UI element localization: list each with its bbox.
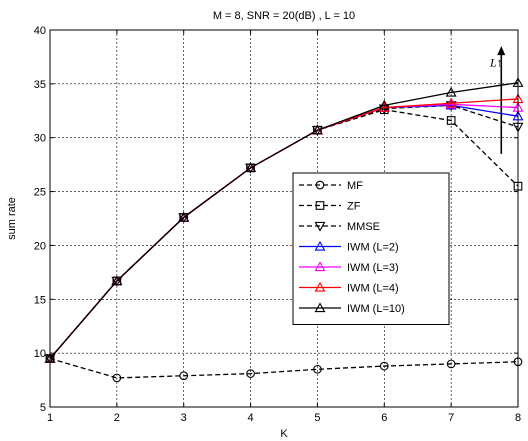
x-tick-label: 3 bbox=[181, 412, 187, 424]
legend-label: ZF bbox=[347, 201, 361, 213]
data-point bbox=[311, 124, 323, 135]
y-tick-label: 25 bbox=[34, 187, 46, 199]
legend-label: MF bbox=[347, 180, 363, 192]
legend-entry: IWM (L=2) bbox=[299, 240, 399, 254]
data-point bbox=[178, 211, 190, 222]
data-point bbox=[246, 369, 255, 378]
data-point bbox=[378, 99, 390, 110]
annotations: L↑ bbox=[489, 46, 506, 154]
legend-box bbox=[292, 172, 450, 325]
y-tick-label: 5 bbox=[40, 402, 46, 414]
plot-frame bbox=[49, 29, 519, 408]
legend-entry: ZF bbox=[299, 201, 361, 213]
series-line bbox=[49, 82, 519, 359]
series-zf bbox=[45, 105, 523, 363]
y-tick-label: 20 bbox=[34, 240, 46, 252]
x-tick-label: 2 bbox=[114, 412, 120, 424]
legend-marker bbox=[315, 180, 325, 190]
data-point bbox=[379, 361, 389, 371]
data-point bbox=[112, 373, 122, 383]
data-point bbox=[179, 371, 189, 381]
data-point bbox=[446, 116, 456, 125]
y-tick-label: 40 bbox=[34, 25, 46, 37]
x-tick-label: 6 bbox=[381, 412, 387, 424]
annotation-label: L↑ bbox=[489, 56, 503, 70]
x-tick-label: 1 bbox=[47, 412, 53, 424]
y-tick-label: 15 bbox=[34, 294, 46, 306]
ticks: 1 2 3 4 5 6 7 8 5 10 15 20 25 30 35 40 bbox=[34, 25, 521, 424]
legend-label: IWM (L=4) bbox=[347, 283, 399, 295]
y-tick-label: 30 bbox=[34, 133, 46, 145]
x-tick-label: 5 bbox=[314, 412, 320, 424]
y-tick-label: 10 bbox=[34, 348, 46, 360]
series-iwm-l-10 bbox=[44, 77, 524, 363]
data-point bbox=[445, 86, 457, 97]
arrow-head bbox=[497, 46, 506, 56]
data-point bbox=[313, 364, 322, 374]
y-axis-label: sum rate bbox=[6, 197, 18, 240]
legend-entry: MF bbox=[299, 180, 363, 192]
x-tick-label: 7 bbox=[448, 412, 454, 424]
legend-marker bbox=[314, 261, 326, 272]
legend-marker bbox=[314, 302, 326, 313]
series-line bbox=[49, 357, 519, 379]
data-point bbox=[111, 275, 123, 286]
series-mf bbox=[45, 354, 523, 383]
data-point bbox=[445, 97, 457, 108]
legend-label: IWM (L=2) bbox=[347, 242, 399, 254]
legend-entry: IWM (L=10) bbox=[299, 302, 405, 315]
legend-marker bbox=[315, 201, 325, 210]
data-point bbox=[245, 162, 257, 173]
legend-marker bbox=[314, 221, 326, 232]
x-axis-label: K bbox=[280, 428, 288, 440]
data-point bbox=[446, 359, 456, 369]
legend-marker bbox=[314, 281, 326, 292]
x-tick-label: 8 bbox=[515, 412, 521, 424]
legend: MF ZF MMSE IWM (L=2) IWM (L=3) IWM (L=4) IWM (… bbox=[292, 172, 450, 325]
x-tick-label: 4 bbox=[248, 412, 254, 424]
legend-label: MMSE bbox=[347, 221, 380, 233]
legend-entry: IWM (L=3) bbox=[299, 261, 399, 274]
chart-title: M = 8, SNR = 20(dB) , L = 10 bbox=[213, 10, 355, 22]
y-tick-label: 35 bbox=[34, 79, 46, 91]
legend-marker bbox=[314, 240, 326, 251]
legend-label: IWM (L=3) bbox=[347, 262, 399, 274]
legend-label: IWM (L=10) bbox=[347, 303, 405, 315]
legend-entry: IWM (L=4) bbox=[299, 281, 399, 295]
legend-entry: MMSE bbox=[299, 221, 380, 233]
data-point bbox=[378, 101, 390, 112]
